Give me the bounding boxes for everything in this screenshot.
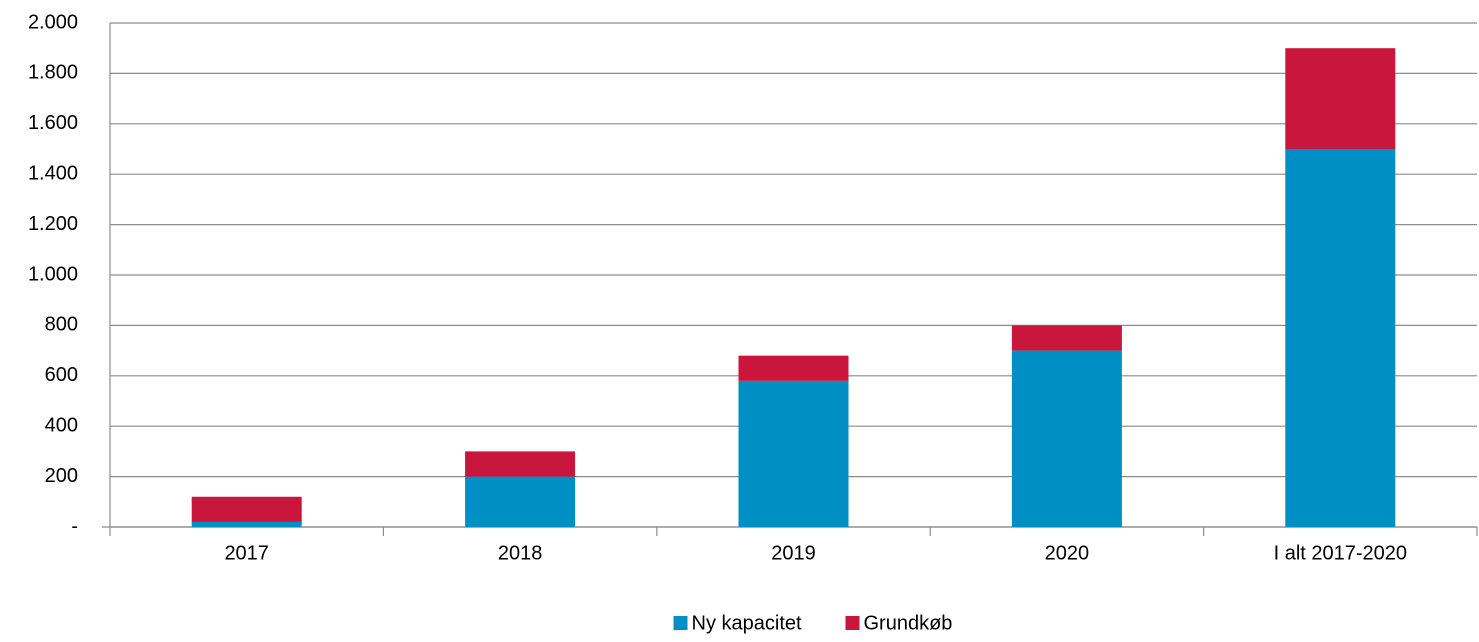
bar-segment [191,521,302,527]
x-tick-label: I alt 2017-2020 [1274,542,1407,564]
x-tick-label: 2017 [224,542,269,564]
y-tick-label: 1.200 [28,213,78,235]
y-tick-label: - [71,515,78,537]
bar-segment [1285,48,1396,150]
bar-segment [1011,350,1122,527]
bar-segment [191,496,302,522]
y-tick-label: 800 [45,314,78,336]
bar-segment [738,355,849,381]
bar-segment [738,380,849,527]
y-tick-label: 1.600 [28,112,78,134]
bar-segment [1285,149,1396,527]
bar-segment [1011,325,1122,351]
y-tick-label: 200 [45,465,78,487]
legend-swatch [673,616,688,630]
x-tick-label: 2020 [1045,542,1090,564]
y-tick-label: 2.000 [28,11,78,33]
y-tick-label: 400 [45,414,78,436]
bar-segment [465,451,576,477]
y-tick-label: 1.400 [28,162,78,184]
legend-swatch [845,616,860,630]
y-tick-label: 600 [45,364,78,386]
y-tick-label: 1.000 [28,263,78,285]
y-tick-label: 1.800 [28,62,78,84]
x-tick-label: 2019 [771,542,816,564]
x-tick-label: 2018 [498,542,543,564]
legend-label: Ny kapacitet [692,612,802,634]
legend-label: Grundkøb [864,612,953,634]
bar-segment [465,476,576,527]
